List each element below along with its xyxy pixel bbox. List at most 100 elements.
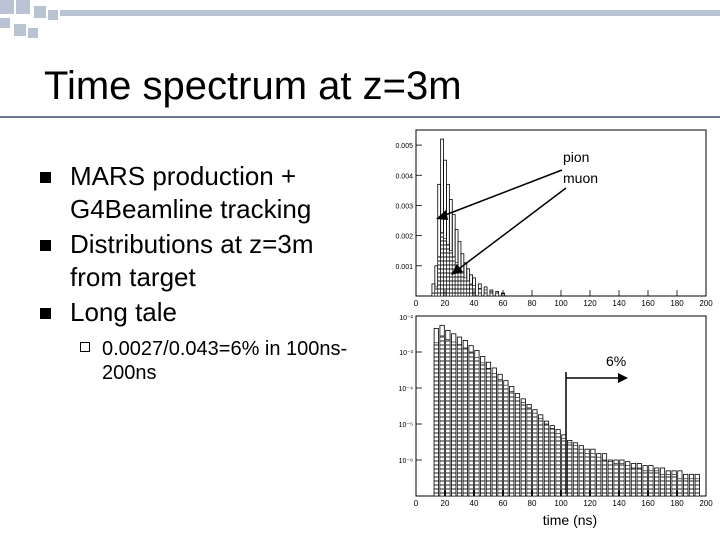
x-tick-label: 100: [554, 499, 568, 508]
x-tick-label: 60: [499, 499, 508, 508]
annotation-muon: muon: [563, 170, 598, 186]
muon-bar: [457, 344, 462, 497]
muon-bar: [509, 391, 515, 497]
muon-bar: [573, 445, 578, 497]
muon-bar: [515, 397, 520, 497]
bullet-item: MARS production + G4Beamline tracking: [40, 160, 360, 226]
muon-bar: [538, 418, 544, 497]
muon-arrow: [455, 187, 567, 272]
x-tick-label: 180: [670, 299, 684, 308]
muon-bar: [439, 335, 445, 497]
muon-bar: [469, 283, 473, 297]
muon-bar: [619, 463, 625, 497]
muon-bar: [689, 478, 694, 497]
muon-bar: [549, 428, 555, 497]
muon-bar: [440, 232, 444, 297]
x-tick-label: 120: [583, 499, 597, 508]
pion-arrow: [439, 169, 563, 218]
muon-bar: [445, 339, 451, 497]
muon-bar: [446, 244, 450, 297]
muon-bar: [590, 453, 596, 497]
muon-bar: [468, 351, 474, 497]
x-tick-label: 140: [612, 299, 626, 308]
muon-bar: [503, 384, 509, 497]
bullet-text: Distributions at z=3m from target: [70, 229, 314, 292]
top-band: [60, 10, 720, 16]
muon-bar: [480, 362, 486, 497]
y-tick-label: 10⁻⁴: [399, 386, 414, 393]
y-tick-label: 0.005: [395, 143, 413, 150]
x-tick-label: 0: [414, 499, 419, 508]
muon-bar: [495, 292, 499, 297]
muon-bar: [596, 456, 602, 497]
muon-bar: [613, 463, 619, 497]
range-arrowhead: [618, 373, 628, 383]
muon-bar: [694, 478, 700, 497]
muon-bar: [602, 459, 607, 497]
bullet-list: MARS production + G4Beamline tracking Di…: [40, 160, 360, 385]
deco-square: [28, 28, 38, 38]
bullet-item: Distributions at z=3m from target: [40, 228, 360, 294]
x-tick-label: 200: [699, 499, 713, 508]
muon-bar: [567, 442, 573, 497]
muon-bar: [489, 291, 494, 297]
muon-bar: [483, 289, 488, 297]
muon-bar: [497, 379, 503, 497]
muon-bar: [451, 341, 457, 497]
decorative-squares: [0, 0, 720, 38]
muon-bar: [636, 467, 642, 497]
bullet-item: Long tale: [40, 296, 360, 329]
x-tick-label: 20: [441, 299, 450, 308]
x-axis-label: time (ns): [543, 512, 597, 528]
x-tick-label: 40: [470, 499, 479, 508]
sub-bullet-text: 0.0027/0.043=6% in 100ns-200ns: [102, 338, 348, 384]
sub-bullet-item: 0.0027/0.043=6% in 100ns-200ns: [40, 337, 360, 385]
muon-bar: [486, 368, 491, 497]
y-tick-label: 10⁻⁶: [399, 458, 413, 465]
x-tick-label: 80: [528, 499, 537, 508]
x-tick-label: 160: [641, 299, 655, 308]
x-tick-label: 120: [583, 299, 597, 308]
y-tick-label: 0.004: [395, 173, 413, 180]
muon-bar: [671, 474, 677, 497]
x-tick-label: 40: [470, 299, 479, 308]
muon-bar: [449, 250, 453, 297]
annotation-pion: pion: [563, 149, 589, 165]
muon-bar: [532, 412, 538, 497]
bullet-text: Long tale: [70, 297, 177, 327]
bullet-marker: [40, 172, 51, 183]
muon-bar: [463, 277, 468, 297]
muon-bar: [648, 470, 654, 497]
x-tick-label: 60: [499, 299, 508, 308]
x-tick-label: 160: [641, 499, 655, 508]
page-title: Time spectrum at z=3m: [44, 64, 462, 108]
deco-square: [0, 18, 10, 28]
muon-bar: [434, 286, 439, 297]
x-tick-label: 0: [414, 299, 419, 308]
muon-bar: [578, 448, 584, 497]
y-tick-label: 0.003: [395, 203, 413, 210]
x-tick-label: 140: [612, 499, 626, 508]
muon-bar: [520, 402, 526, 497]
bullet-marker: [40, 240, 51, 251]
deco-square: [34, 6, 46, 18]
muon-bar: [437, 256, 441, 297]
deco-square: [48, 10, 58, 20]
muon-bar: [654, 470, 660, 497]
muon-bar: [544, 423, 549, 497]
x-tick-label: 100: [554, 299, 568, 308]
muon-bar: [526, 407, 532, 497]
x-tick-label: 180: [670, 499, 684, 508]
muon-bar: [555, 433, 561, 497]
muon-bar: [478, 288, 482, 297]
muon-bar: [607, 461, 613, 497]
muon-arrowhead: [451, 264, 463, 275]
bullet-text: MARS production + G4Beamline tracking: [70, 161, 312, 224]
muon-bar: [660, 474, 665, 497]
muon-bar: [625, 465, 631, 497]
muon-bar: [642, 470, 648, 497]
deco-square: [14, 24, 26, 36]
deco-square: [0, 0, 14, 14]
